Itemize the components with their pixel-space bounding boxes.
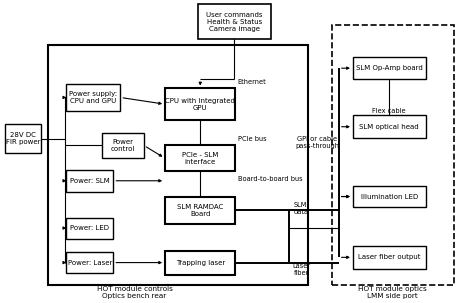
Bar: [353, 186, 426, 207]
Bar: [165, 88, 236, 120]
Text: 28V DC
FIR power: 28V DC FIR power: [6, 132, 40, 145]
Text: CPU with integrated
GPU: CPU with integrated GPU: [165, 98, 235, 111]
Text: Illumination LED: Illumination LED: [361, 194, 418, 200]
Text: Trapping laser: Trapping laser: [176, 260, 225, 266]
Text: PCIe - SLM
interface: PCIe - SLM interface: [182, 152, 219, 165]
Text: Power supply:
CPU and GPU: Power supply: CPU and GPU: [69, 91, 118, 104]
Text: Flex cable: Flex cable: [372, 108, 406, 114]
Text: Laser
fiber: Laser fiber: [293, 263, 311, 276]
Text: Laser fiber output: Laser fiber output: [358, 254, 420, 260]
Text: Power: SLM: Power: SLM: [70, 178, 110, 184]
Text: SLM Op-Amp board: SLM Op-Amp board: [356, 65, 423, 71]
Text: Ethernet: Ethernet: [238, 79, 266, 85]
Bar: [165, 251, 236, 275]
Text: SLM optical head: SLM optical head: [359, 124, 419, 130]
Text: PCIe bus: PCIe bus: [238, 136, 266, 142]
Text: Power: Laser: Power: Laser: [68, 260, 112, 266]
Text: SLM
data: SLM data: [293, 202, 309, 215]
Text: Power
control: Power control: [110, 139, 135, 152]
Bar: [5, 125, 41, 153]
Bar: [101, 134, 144, 158]
Bar: [66, 218, 113, 238]
Text: Power: LED: Power: LED: [71, 225, 109, 231]
Bar: [198, 4, 271, 39]
Bar: [66, 252, 113, 273]
Bar: [353, 57, 426, 79]
Bar: [353, 115, 426, 138]
Text: GPI or cable
pass-through: GPI or cable pass-through: [295, 136, 339, 149]
Bar: [332, 25, 454, 285]
Bar: [66, 169, 113, 192]
Bar: [66, 84, 120, 111]
Text: SLM RAMDAC
Board: SLM RAMDAC Board: [177, 204, 223, 217]
Bar: [353, 246, 426, 268]
Text: User commands
Health & Status
Camera image: User commands Health & Status Camera ima…: [206, 12, 263, 32]
Bar: [165, 145, 236, 171]
Text: HOT module controls
Optics bench rear: HOT module controls Optics bench rear: [97, 286, 173, 299]
Bar: [48, 45, 308, 285]
Text: Board-to-board bus: Board-to-board bus: [238, 176, 302, 182]
Text: HOT module optics
LMM side port: HOT module optics LMM side port: [358, 286, 427, 299]
Bar: [165, 197, 236, 224]
